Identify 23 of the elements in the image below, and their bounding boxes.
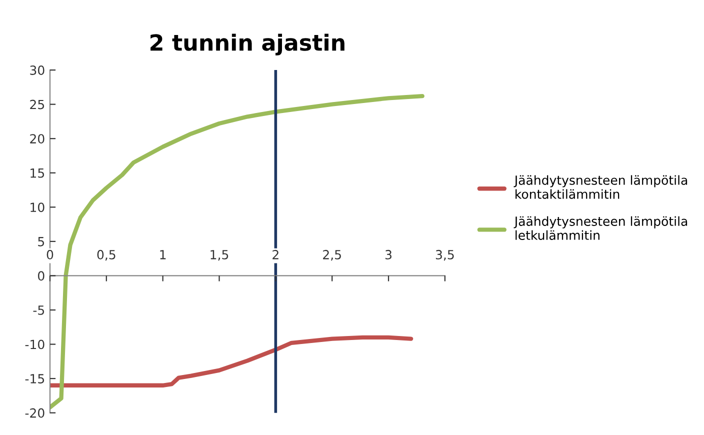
y-tick-label: -20 [25, 408, 44, 418]
line-series [50, 335, 414, 388]
y-tick-label: -15 [25, 374, 44, 384]
y-tick-label: 25 [30, 100, 44, 110]
x-tick-label: 1,5 [210, 250, 228, 261]
y-tick-label: 0 [38, 271, 44, 281]
y-tick-label: 5 [38, 237, 44, 246]
legend-label: Jäähdytysnesteen lämpötila kontaktilämmitin [514, 175, 688, 199]
x-tick-label: 0,5 [97, 250, 116, 261]
y-tick-label: 10 [30, 202, 44, 212]
x-tick-label: 3,5 [436, 250, 454, 261]
y-tick-label: 30 [30, 66, 44, 75]
y-tick-label: -10 [25, 340, 44, 350]
y-tick-label: 15 [30, 168, 44, 178]
y-tick-label: 20 [30, 134, 44, 144]
x-tick-label: 3 [385, 250, 392, 260]
x-tick-label: 1 [160, 250, 166, 260]
legend-label: Jäähdytysnesteen lämpötila letkulämmitin [514, 216, 688, 240]
x-tick-label: 2,5 [323, 250, 341, 261]
y-tick-label: -5 [33, 306, 44, 315]
x-tick-label: 0 [46, 250, 54, 260]
x-tick-label: 2 [272, 250, 278, 260]
chart-title: 2 tunnin ajastin [150, 34, 344, 56]
